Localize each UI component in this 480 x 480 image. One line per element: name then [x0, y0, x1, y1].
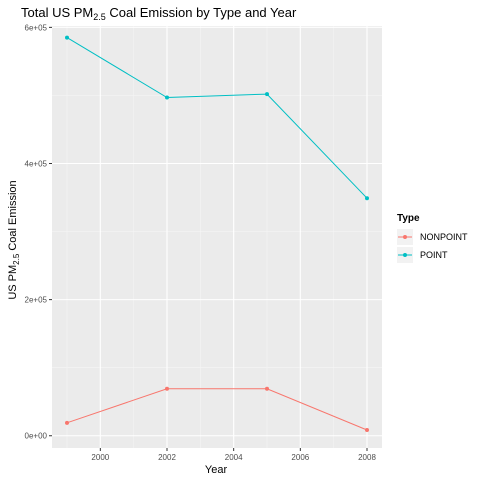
- series-line-nonpoint: [66, 388, 368, 431]
- legend-title: Type: [397, 213, 420, 224]
- data-point-nonpoint: [265, 386, 269, 391]
- x-tick-label: 2008: [358, 453, 376, 462]
- x-tick-label: 2002: [158, 453, 176, 462]
- y-axis-title: US PM2.5 Coal Emission: [7, 180, 21, 299]
- data-point-point: [165, 95, 169, 100]
- y-tick-label: 0e+00: [25, 432, 48, 441]
- data-point-nonpoint: [365, 427, 369, 432]
- data-point-point: [265, 92, 269, 97]
- y-tick-label: 2e+05: [25, 296, 48, 305]
- y-tick-label: 6e+05: [25, 23, 48, 32]
- data-point-point: [65, 35, 69, 40]
- plot-background: [52, 26, 382, 448]
- x-tick-label: 2000: [91, 453, 109, 462]
- data-point-point: [365, 196, 369, 201]
- plot-panel: [52, 26, 382, 448]
- x-tick-label: 2004: [225, 453, 243, 462]
- legend-label-nonpoint: NONPOINT: [420, 232, 468, 242]
- x-axis: 2000 2002 2004 2006 2008: [91, 448, 376, 462]
- legend: Type NONPOINT POINT: [397, 213, 468, 263]
- y-axis: 0e+00 2e+05 4e+05 6e+05: [25, 23, 52, 441]
- series-line-point: [66, 37, 368, 199]
- legend-point-nonpoint: [403, 235, 407, 239]
- data-point-nonpoint: [65, 420, 69, 425]
- x-tick-label: 2006: [291, 453, 309, 462]
- x-axis-title: Year: [205, 464, 228, 476]
- series-lines: [66, 37, 368, 431]
- series-points: [65, 35, 369, 432]
- grid-major: [52, 26, 382, 448]
- y-tick-label: 4e+05: [25, 159, 48, 168]
- legend-label-point: POINT: [420, 250, 448, 260]
- data-point-nonpoint: [165, 386, 169, 391]
- legend-point-point: [403, 253, 407, 257]
- chart-title: Total US PM2.5 Coal Emission by Type and…: [21, 5, 297, 22]
